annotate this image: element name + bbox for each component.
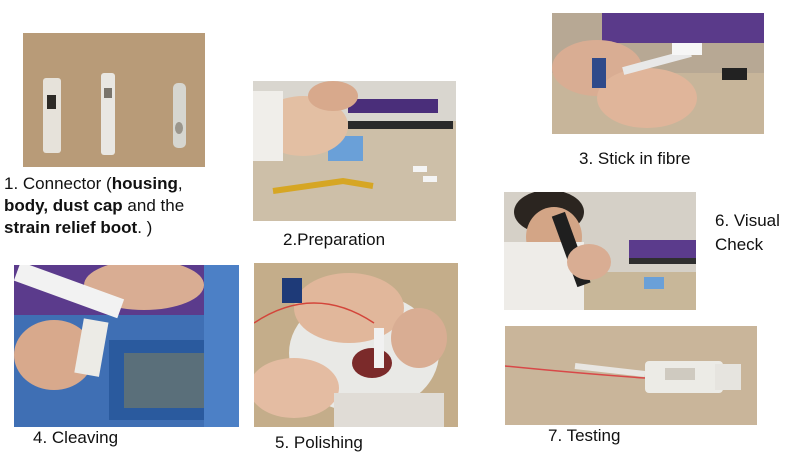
photo-cleaving [14, 265, 239, 427]
step1-number-text: 1. Connector ( [4, 174, 112, 193]
step6-line2: Check [715, 235, 764, 254]
step1-boot-text: strain relief boot [4, 218, 138, 237]
photo-connector-parts [23, 33, 205, 167]
photo-testing [505, 326, 757, 425]
step2-caption: 2.Preparation [283, 230, 386, 249]
step5-caption: 5. Polishing [275, 433, 363, 452]
step1-body-dustcap-text: body, dust cap [4, 196, 123, 215]
step6-caption: 6. Visual Check [715, 209, 780, 257]
step7-caption: 7. Testing [548, 426, 621, 445]
step3-caption: 3. Stick in fibre [579, 149, 691, 168]
photo-preparation [253, 81, 456, 221]
step1-housing-text: housing [111, 174, 178, 193]
step4-caption: 4. Cleaving [33, 428, 119, 447]
photo-visual-check [504, 192, 696, 310]
photo-polishing [254, 263, 458, 427]
step6-line1: 6. Visual [715, 211, 780, 230]
photo-stick-in-fibre [552, 13, 764, 134]
step1-caption: 1. Connector (housing, body, dust cap an… [4, 174, 185, 237]
